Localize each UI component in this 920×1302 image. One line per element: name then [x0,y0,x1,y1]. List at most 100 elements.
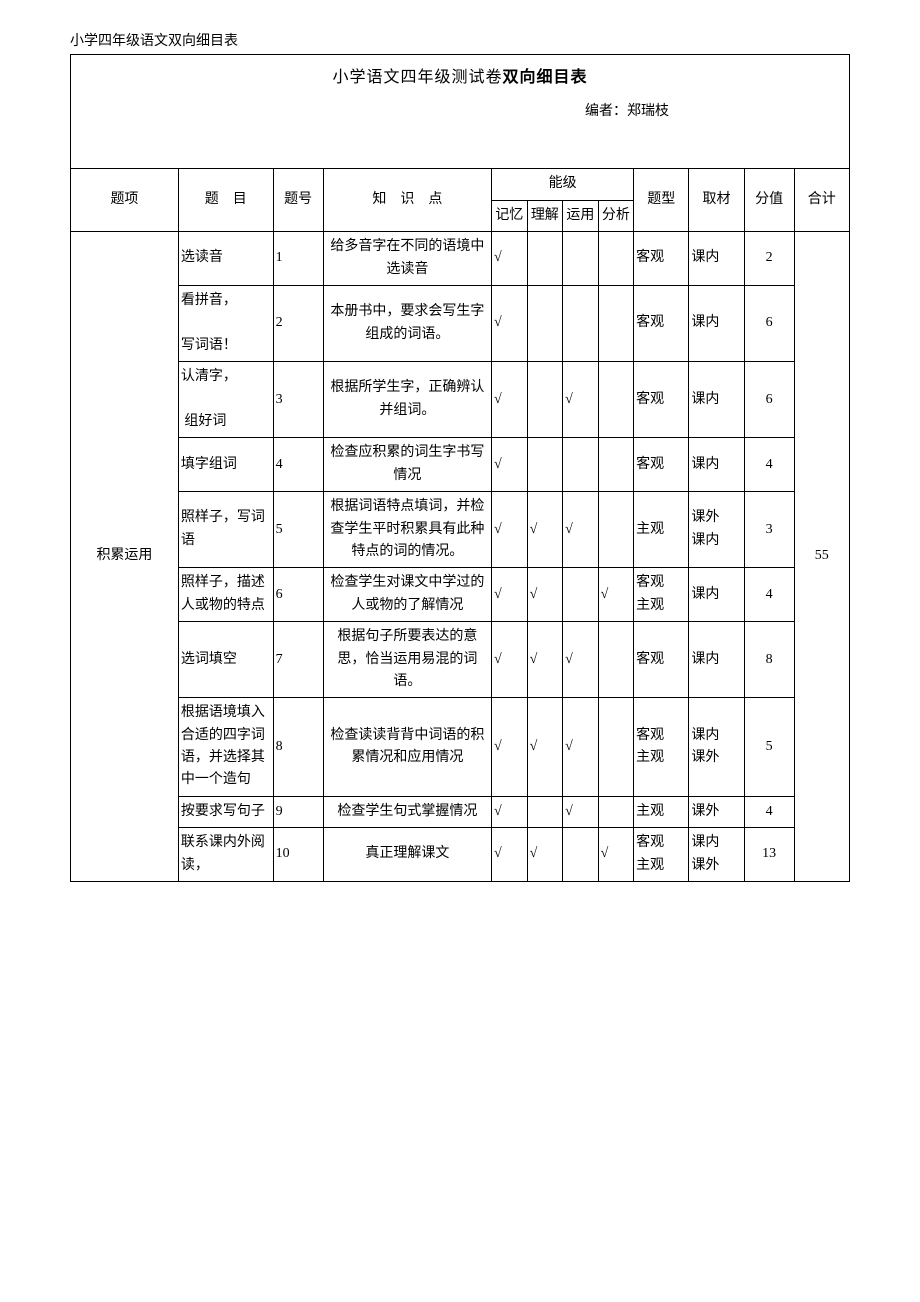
cell-yunyong [563,568,599,622]
col-zhishidian: 知 识 点 [323,169,491,232]
title-part1: 小学语文四年级测试卷 [332,69,502,86]
cell-lijie [527,286,563,362]
col-fenzhi: 分值 [744,169,794,232]
cell-fenxi [598,286,634,362]
cell-jiyi: √ [492,438,528,492]
table-row: 选词填空 7 根据句子所要表达的意思，恰当运用易混的词语。 √ √ √ 客观 课… [71,622,850,698]
col-tixing: 题型 [634,169,689,232]
cell-jiyi: √ [492,622,528,698]
cell-yunyong: √ [563,622,599,698]
cell-timu: 照样子，写词语 [178,492,273,568]
section-label: 积累运用 [71,232,179,882]
cell-timu: 填字组词 [178,438,273,492]
cell-tixing: 客观主观 [634,568,689,622]
cell-fenxi [598,796,634,827]
cell-zhishi: 根据所学生字，正确辨认并组词。 [323,362,491,438]
col-yunyong: 运用 [563,200,599,231]
cell-zhishi: 检查应积累的词生字书写情况 [323,438,491,492]
table-row: 认清字， 组好词 3 根据所学生字，正确辨认并组词。 √ √ 客观 课内 6 [71,362,850,438]
cell-tihao: 2 [273,286,323,362]
table-row: 照样子，写词语 5 根据词语特点填词，并检查学生平时积累具有此种特点的词的情况。… [71,492,850,568]
table-row: 填字组词 4 检查应积累的词生字书写情况 √ 客观 课内 4 [71,438,850,492]
cell-tixing: 客观 [634,362,689,438]
cell-tixing: 客观主观 [634,698,689,797]
cell-timu: 根据语境填入合适的四字词语，并选择其中一个造句 [178,698,273,797]
cell-lijie: √ [527,568,563,622]
col-nengji: 能级 [492,169,634,200]
cell-zhishi: 真正理解课文 [323,828,491,882]
title-row: 小学语文四年级测试卷双向细目表 [71,55,850,97]
cell-lijie: √ [527,698,563,797]
cell-lijie [527,796,563,827]
cell-tihao: 5 [273,492,323,568]
spec-table: 小学语文四年级测试卷双向细目表 编者：郑瑞枝 题项 题 目 题号 知 识 点 能… [70,54,850,882]
cell-jiyi: √ [492,492,528,568]
cell-zhishi: 检查读读背背中词语的积累情况和应用情况 [323,698,491,797]
cell-fenxi [598,492,634,568]
cell-fenxi: √ [598,568,634,622]
cell-jiyi: √ [492,698,528,797]
cell-zhishi: 根据词语特点填词，并检查学生平时积累具有此种特点的词的情况。 [323,492,491,568]
col-tixiang: 题项 [71,169,179,232]
cell-fenzhi: 4 [744,438,794,492]
cell-yunyong [563,828,599,882]
cell-lijie: √ [527,828,563,882]
cell-zhishi: 本册书中，要求会写生字组成的词语。 [323,286,491,362]
cell-timu: 认清字， 组好词 [178,362,273,438]
cell-zhishi: 给多音字在不同的语境中选读音 [323,232,491,286]
cell-yunyong: √ [563,698,599,797]
table-row: 按要求写句子 9 检查学生句式掌握情况 √ √ 主观 课外 4 [71,796,850,827]
title-part2: 双向细目表 [503,69,588,86]
cell-jiyi: √ [492,286,528,362]
cell-timu: 选词填空 [178,622,273,698]
cell-fenzhi: 4 [744,796,794,827]
cell-qucai: 课内 [689,286,744,362]
cell-timu: 看拼音，写词语！ [178,286,273,362]
cell-lijie [527,438,563,492]
cell-zhishi: 根据句子所要表达的意思，恰当运用易混的词语。 [323,622,491,698]
cell-qucai: 课外课内 [689,492,744,568]
cell-timu: 联系课内外阅读， [178,828,273,882]
cell-zhishi: 检查学生对课文中学过的人或物的了解情况 [323,568,491,622]
cell-fenxi [598,698,634,797]
cell-qucai: 课外 [689,796,744,827]
cell-tihao: 9 [273,796,323,827]
cell-tixing: 主观 [634,796,689,827]
cell-lijie [527,232,563,286]
col-fenxi: 分析 [598,200,634,231]
cell-tihao: 3 [273,362,323,438]
page-header: 小学四年级语文双向细目表 [70,30,850,50]
col-timu: 题 目 [178,169,273,232]
cell-qucai: 课内课外 [689,698,744,797]
col-tihao: 题号 [273,169,323,232]
cell-tixing: 客观 [634,438,689,492]
cell-jiyi: √ [492,232,528,286]
cell-zhishi: 检查学生句式掌握情况 [323,796,491,827]
cell-qucai: 课内 [689,362,744,438]
cell-tixing: 客观 [634,622,689,698]
section-total: 55 [794,232,849,882]
cell-jiyi: √ [492,828,528,882]
cell-qucai: 课内 [689,438,744,492]
cell-timu: 按要求写句子 [178,796,273,827]
cell-jiyi: √ [492,796,528,827]
cell-fenzhi: 3 [744,492,794,568]
table-row: 根据语境填入合适的四字词语，并选择其中一个造句 8 检查读读背背中词语的积累情况… [71,698,850,797]
cell-qucai: 课内 [689,622,744,698]
col-qucai: 取材 [689,169,744,232]
cell-tihao: 4 [273,438,323,492]
cell-fenxi: √ [598,828,634,882]
cell-jiyi: √ [492,362,528,438]
header-row-1: 题项 题 目 题号 知 识 点 能级 题型 取材 分值 合计 [71,169,850,200]
cell-tihao: 8 [273,698,323,797]
col-heji: 合计 [794,169,849,232]
cell-timu: 照样子，描述人或物的特点 [178,568,273,622]
cell-fenxi [598,362,634,438]
table-row: 照样子，描述人或物的特点 6 检查学生对课文中学过的人或物的了解情况 √ √ √… [71,568,850,622]
cell-qucai: 课内 [689,568,744,622]
cell-lijie: √ [527,622,563,698]
cell-fenxi [598,438,634,492]
cell-lijie [527,362,563,438]
table-row: 看拼音，写词语！ 2 本册书中，要求会写生字组成的词语。 √ 客观 课内 6 [71,286,850,362]
cell-fenzhi: 6 [744,362,794,438]
